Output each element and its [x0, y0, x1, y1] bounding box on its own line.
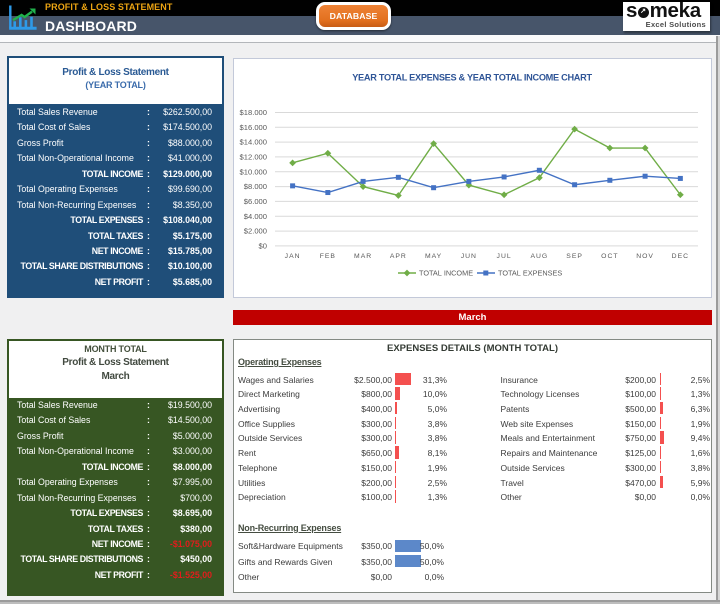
- svg-text:$12.000: $12.000: [240, 153, 267, 162]
- svg-text:SEP: SEP: [566, 253, 583, 260]
- svg-text:$18.000: $18.000: [240, 108, 267, 117]
- svg-text:$6.000: $6.000: [244, 197, 267, 206]
- svg-text:MAY: MAY: [425, 253, 442, 260]
- svg-text:TOTAL EXPENSES: TOTAL EXPENSES: [498, 269, 562, 278]
- svg-text:$2.000: $2.000: [244, 227, 267, 236]
- svg-text:JUN: JUN: [461, 253, 477, 260]
- svg-text:MAR: MAR: [354, 253, 372, 260]
- svg-text:AUG: AUG: [530, 253, 548, 260]
- svg-text:$16.000: $16.000: [240, 123, 267, 132]
- svg-text:FEB: FEB: [320, 253, 336, 260]
- svg-text:TOTAL INCOME: TOTAL INCOME: [419, 269, 473, 278]
- svg-text:$8.000: $8.000: [244, 182, 267, 191]
- svg-text:JUL: JUL: [497, 253, 512, 260]
- svg-text:$10.000: $10.000: [240, 167, 267, 176]
- svg-text:APR: APR: [390, 253, 407, 260]
- svg-text:$4.000: $4.000: [244, 212, 267, 221]
- svg-text:NOV: NOV: [636, 253, 654, 260]
- svg-text:$0: $0: [259, 242, 267, 251]
- svg-text:$14.000: $14.000: [240, 138, 267, 147]
- svg-text:OCT: OCT: [601, 253, 618, 260]
- svg-text:DEC: DEC: [672, 253, 689, 260]
- svg-text:JAN: JAN: [285, 253, 301, 260]
- svg-text:YEAR TOTAL EXPENSES & YEAR TOT: YEAR TOTAL EXPENSES & YEAR TOTAL INCOME …: [352, 73, 592, 83]
